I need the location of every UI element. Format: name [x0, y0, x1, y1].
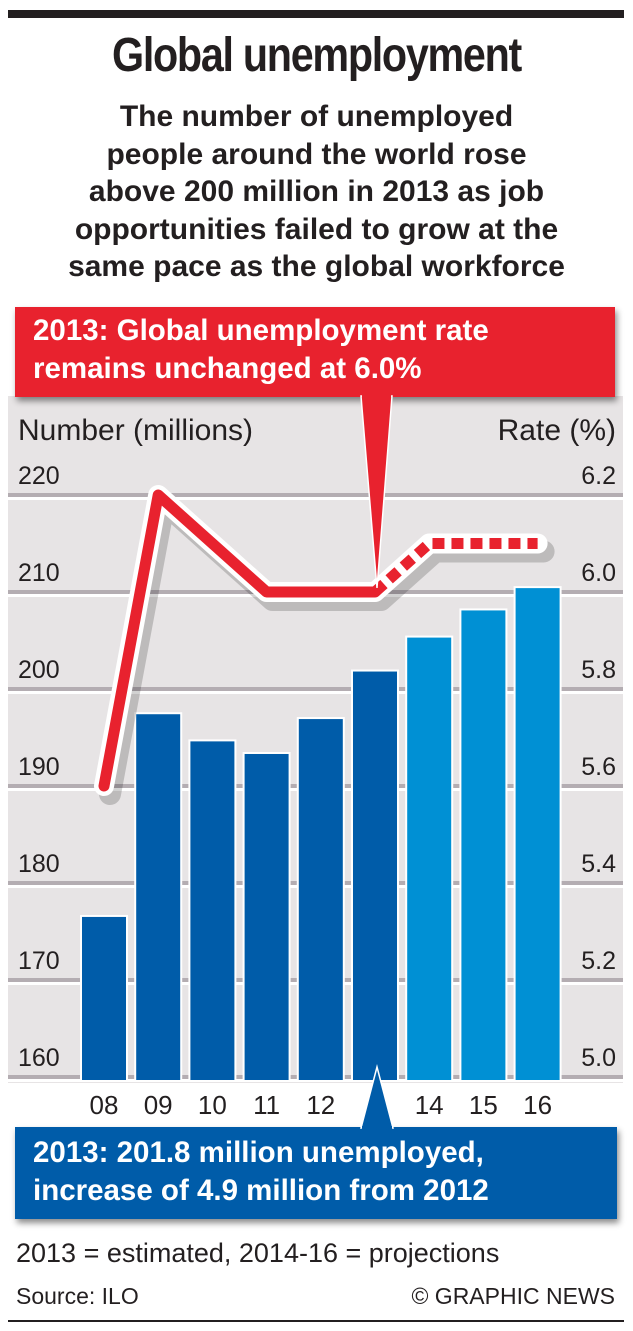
subtitle-line: The number of unemployed [119, 100, 514, 133]
gridline-highlight [8, 691, 623, 694]
x-tick-label: 14 [414, 1090, 444, 1120]
gridline-highlight [8, 497, 623, 500]
y-tick-label-right: 5.2 [581, 947, 616, 975]
y-tick-label-right: 5.8 [581, 656, 616, 684]
source-label: Source: ILO [16, 1283, 139, 1309]
x-tick-label: 10 [197, 1090, 227, 1120]
y-tick-label-right: 6.0 [581, 559, 616, 587]
y-tick-label-left: 210 [18, 559, 60, 587]
y-axis-title-left: Number (millions) [18, 414, 254, 447]
y-tick-label-left: 170 [18, 947, 60, 975]
bar [136, 714, 181, 1080]
chart-title: Global unemployment [112, 29, 522, 82]
number-callout-line: 2013: 201.8 million unemployed, [33, 1136, 484, 1169]
y-tick-label-left: 190 [18, 753, 60, 781]
x-tick-label: 12 [306, 1090, 336, 1120]
bar [298, 719, 343, 1080]
y-tick-label-right: 5.6 [581, 753, 616, 781]
rate-line-projected [371, 538, 538, 597]
rate-callout: 2013: Global unemployment rate remains u… [15, 307, 615, 397]
y-tick-label-left: 180 [18, 850, 60, 878]
x-tick-label: 08 [89, 1090, 119, 1120]
subtitle-line: opportunities failed to grow at the [74, 212, 559, 246]
y-tick-label-right: 5.4 [581, 850, 616, 878]
bar [407, 637, 452, 1080]
number-callout: 2013: 201.8 million unemployed, increase… [15, 1127, 617, 1219]
x-tick-label: 09 [143, 1090, 173, 1120]
bar [353, 671, 397, 1080]
x-tick-label: 15 [468, 1090, 498, 1120]
footnote: 2013 = estimated, 2014-16 = projections [16, 1238, 500, 1268]
subtitle-line: people around the world rose [106, 137, 527, 171]
credit-label: © GRAPHIC NEWS [411, 1283, 615, 1309]
chart-subtitle: The number of unemployed people around t… [0, 98, 633, 286]
gridline [8, 687, 623, 691]
y-tick-label-left: 200 [18, 656, 60, 684]
x-tick-label: 11 [253, 1090, 281, 1120]
subtitle-line: same pace as the global workforce [68, 250, 565, 283]
bar [190, 741, 235, 1080]
y-tick-label-left: 160 [18, 1044, 60, 1072]
bar [515, 588, 560, 1080]
bottom-rule [8, 1320, 624, 1322]
y-tick-label-left: 220 [18, 462, 60, 490]
rate-callout-line: remains unchanged at 6.0% [33, 352, 422, 385]
subtitle-line: above 200 million in 2013 as job [88, 175, 545, 208]
bar [244, 753, 289, 1080]
number-callout-line: increase of 4.9 million from 2012 [33, 1174, 489, 1207]
y-tick-label-right: 6.2 [581, 462, 616, 490]
rate-line [98, 489, 381, 792]
bar [82, 916, 126, 1080]
gridline [8, 493, 623, 497]
gridline-highlight [8, 1079, 623, 1082]
x-tick-label: 16 [523, 1090, 553, 1120]
rate-callout-line: 2013: Global unemployment rate [33, 314, 489, 347]
top-rule [8, 10, 624, 18]
y-tick-label-right: 5.0 [581, 1044, 616, 1072]
bar [461, 610, 506, 1080]
y-axis-title-right: Rate (%) [497, 414, 616, 447]
